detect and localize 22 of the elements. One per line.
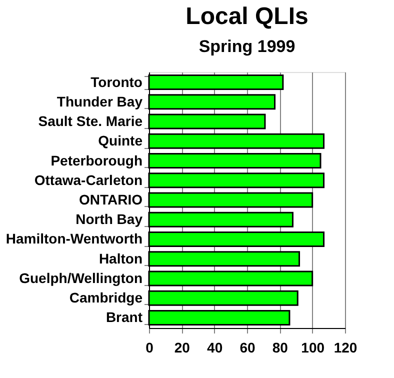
y-tick-label: North Bay xyxy=(76,211,143,228)
chart-title: Local QLIs xyxy=(186,3,308,30)
y-tick-label: Peterborough xyxy=(50,152,142,168)
x-tick-label: 60 xyxy=(240,340,256,356)
y-tick-label: Ottawa-Carleton xyxy=(34,172,142,188)
y-tick-label: Hamilton-Wentworth xyxy=(6,230,142,247)
x-tick-label: 120 xyxy=(334,340,358,356)
y-tick-label: Quinte xyxy=(98,132,143,149)
y-tick-label: Guelph/Wellington xyxy=(19,270,142,286)
y-tick-label: Thunder Bay xyxy=(56,93,143,110)
y-tick-label: Halton xyxy=(98,250,142,266)
y-tick-label: ONTARIO xyxy=(78,192,143,208)
y-tick-label: Cambridge xyxy=(69,290,143,306)
y-tick-label: Toronto xyxy=(90,74,142,90)
y-tick-label: Sault Ste. Marie xyxy=(38,113,143,130)
x-tick-label: 0 xyxy=(146,340,154,356)
x-tick-label: 40 xyxy=(207,340,223,356)
chart-subtitle: Spring 1999 xyxy=(198,37,296,56)
y-tick-label: Brant xyxy=(106,309,143,326)
x-tick-label: 20 xyxy=(174,340,190,356)
x-tick-label: 80 xyxy=(272,340,288,356)
x-tick-label: 100 xyxy=(301,340,325,356)
